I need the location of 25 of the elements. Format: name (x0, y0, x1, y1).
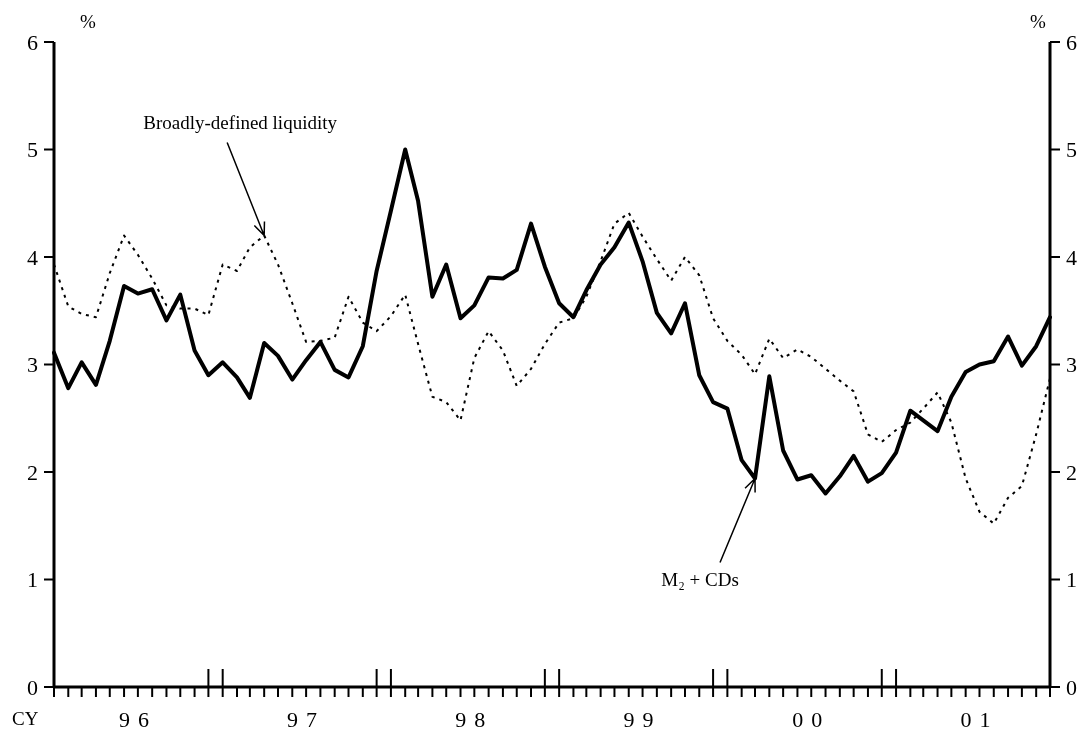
y2-tick-label: 3 (1066, 352, 1077, 378)
y-tick-label: 6 (27, 29, 38, 55)
x-tick-label: 99 (623, 707, 662, 732)
y2-axis-title: % (1030, 11, 1047, 32)
y-tick-label: 2 (27, 459, 38, 485)
annotation: Broadly-defined liquidity (143, 111, 338, 133)
y2-tick-label: 1 (1066, 567, 1077, 593)
x-tick-label: 01 (960, 707, 999, 732)
y2-tick-label: 2 (1066, 459, 1077, 485)
y-tick-label: 3 (27, 352, 38, 378)
x-tick-label: 96 (118, 707, 157, 732)
y-tick-label: 5 (27, 137, 38, 163)
annotation: M₂ + CDs (661, 569, 739, 591)
x-tick-label: 98 (455, 707, 494, 732)
x-tick-label: 00 (792, 707, 831, 732)
y-tick-label: 1 (27, 567, 38, 593)
y2-tick-label: 0 (1066, 674, 1077, 700)
x-axis-title: CY (12, 708, 39, 729)
x-tick-label: 97 (287, 707, 326, 732)
y-tick-label: 4 (27, 244, 38, 270)
y2-tick-label: 4 (1066, 244, 1077, 270)
y2-tick-label: 6 (1066, 29, 1077, 55)
y-axis-title: % (80, 11, 97, 32)
y2-tick-label: 5 (1066, 137, 1077, 163)
y-tick-label: 0 (27, 674, 38, 700)
